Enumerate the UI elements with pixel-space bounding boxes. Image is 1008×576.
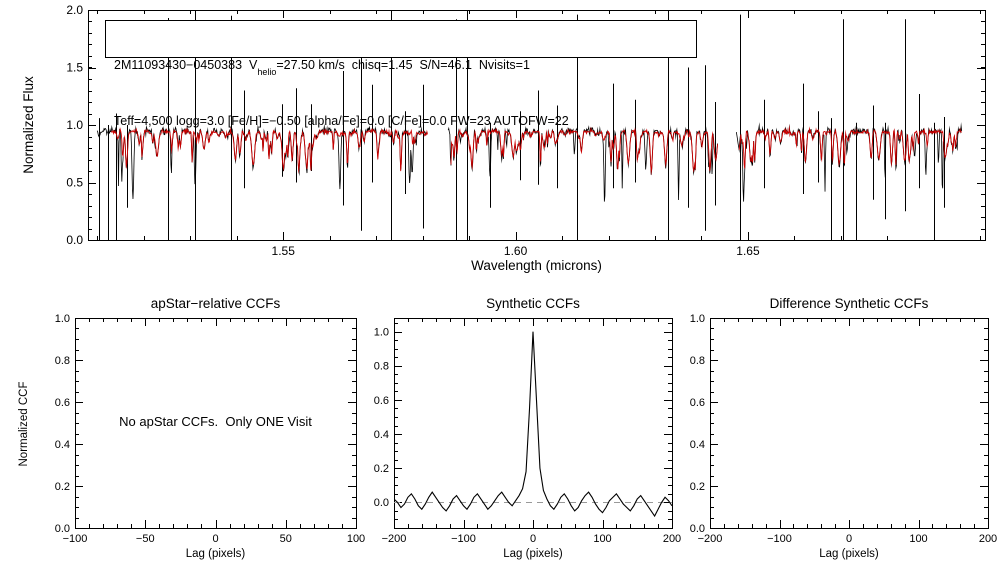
info-line-2: Teff=4,500 logg=3.0 [Fe/H]=−0.50 [alpha/… bbox=[114, 113, 569, 128]
spectrum-info-box: 2M11093430−0450383 Vhelio=27.50 km/s chi… bbox=[105, 20, 697, 128]
vhelio-subscript: helio bbox=[257, 66, 277, 77]
wavelength-axis-label: Wavelength (microns) bbox=[471, 258, 602, 273]
star-id: 2M11093430−0450383 bbox=[114, 58, 243, 72]
apstar-ccf-title: apStar−relative CCFs bbox=[150, 296, 281, 311]
flux-axis-label: Normalized Flux bbox=[21, 76, 36, 174]
ccf-axis-label: Normalized CCF bbox=[18, 381, 30, 467]
vhelio-pre: V bbox=[242, 58, 258, 72]
lag-axis-label-2: Lag (pixels) bbox=[503, 548, 563, 560]
synthetic-ccf-title: Synthetic CCFs bbox=[486, 296, 580, 311]
lag-axis-label-3: Lag (pixels) bbox=[819, 548, 879, 560]
no-apstar-ccf-message: No apStar CCFs. Only ONE Visit bbox=[119, 414, 312, 429]
difference-ccf-title: Difference Synthetic CCFs bbox=[769, 296, 929, 311]
vhelio-rest: =27.50 km/s chisq=1.45 S/N=46.1 Nvisits=… bbox=[276, 58, 530, 72]
info-line-1: 2M11093430−0450383 Vhelio=27.50 km/s chi… bbox=[114, 57, 696, 79]
lag-axis-label-1: Lag (pixels) bbox=[185, 548, 246, 560]
